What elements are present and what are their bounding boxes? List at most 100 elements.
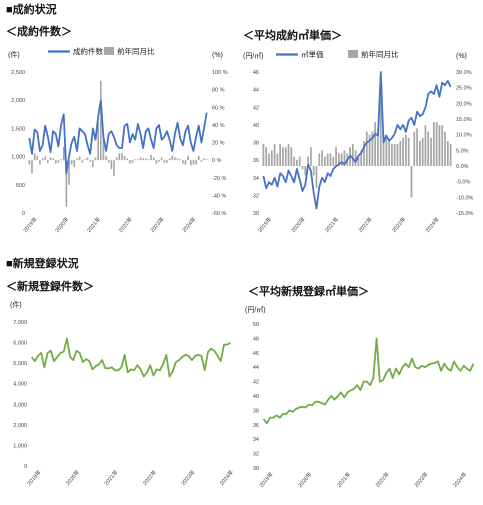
y-left-tick-label: 2,000	[13, 423, 27, 429]
bar-yoy	[76, 158, 78, 161]
section-title-new-listings: ■新規登録状況	[6, 256, 79, 270]
y-left-tick-label: 36	[253, 423, 259, 429]
y-right-tick-label: -60 %	[212, 211, 226, 217]
bar-yoy	[187, 155, 189, 161]
chart-c1: ＜成約件数＞ (件) (%) 成約件数 前年同月比 0 500 1,000 1,500 2,000…	[6, 24, 228, 234]
y-right-tick-label: -5.0%	[456, 180, 470, 186]
bar-yoy	[382, 134, 385, 166]
y-left-tick-label: 48	[253, 336, 259, 342]
bar-yoy	[402, 137, 404, 166]
bar-yoy	[89, 160, 92, 162]
bar-yoy	[86, 157, 89, 161]
bar-yoy	[166, 160, 168, 163]
bar-yoy	[184, 160, 187, 165]
bar-yoy	[290, 147, 293, 166]
bar-yoy	[176, 158, 179, 161]
bar-yoy	[279, 144, 282, 166]
bar-yoy	[435, 122, 438, 166]
x-tick-label: 2023年	[148, 215, 166, 234]
y-right-tick-label: 30.0%	[456, 70, 472, 76]
y-left-tick-label: 36	[253, 158, 259, 164]
bar-yoy	[54, 160, 57, 164]
bar-yoy	[393, 144, 396, 166]
y-left-tick-label: 500	[16, 183, 25, 189]
bar-yoy	[179, 159, 182, 161]
x-tick-label: 2021年	[335, 470, 353, 489]
charts-group: ＜成約件数＞(件) (%)成約件数 前年同月比05001,0001,5002,000…	[6, 24, 475, 489]
y-right-tick-label: 5.0%	[456, 148, 469, 154]
legend-bar-swatch	[104, 47, 114, 55]
bar-yoy	[84, 159, 86, 161]
y-left-tick-label: 44	[253, 365, 259, 371]
bar-yoy	[441, 125, 444, 166]
bar-yoy	[391, 144, 393, 166]
y-left-tick-label: 30	[253, 211, 259, 217]
bar-yoy	[270, 150, 273, 166]
bar-yoy	[343, 150, 346, 166]
bar-yoy	[265, 147, 268, 166]
bar-yoy	[315, 166, 318, 188]
bar-yoy	[174, 157, 176, 161]
x-tick-label: 2019年	[257, 470, 275, 489]
bar-yoy	[329, 153, 332, 166]
bar-yoy	[444, 131, 446, 166]
bar-yoy	[44, 156, 47, 161]
chart-title: ＜新規登録件数＞	[6, 279, 94, 293]
y-right-tick-label: 25.0%	[456, 86, 472, 92]
bar-yoy	[155, 160, 158, 164]
bar-yoy	[399, 140, 402, 166]
bar-yoy	[430, 137, 432, 166]
bar-yoy	[139, 157, 142, 161]
x-tick-label: 2023年	[412, 470, 430, 489]
bar-yoy	[160, 157, 163, 161]
y-right-tick-label: 20 %	[212, 141, 225, 147]
x-tick-label: 2019年	[21, 215, 39, 234]
bar-yoy	[113, 160, 115, 176]
y-left-tick-label: 6,000	[13, 341, 27, 347]
y-right-tick-label: 0.0%	[456, 164, 469, 170]
x-tick-label: 2022年	[373, 470, 391, 489]
bar-yoy	[129, 160, 131, 164]
y-right-tick-label: 60 %	[212, 105, 225, 111]
bar-yoy	[335, 147, 337, 166]
bar-yoy	[332, 156, 335, 166]
y-left-tick-label: 46	[253, 351, 259, 357]
bar-yoy	[137, 159, 139, 161]
y-right-tick-label: -10.0%	[456, 195, 474, 201]
bar-yoy	[296, 159, 298, 166]
bar-yoy	[282, 147, 284, 166]
bar-yoy	[110, 160, 113, 169]
bar-yoy	[192, 160, 195, 165]
bar-yoy	[134, 159, 137, 161]
y-right-tick-label: -40 %	[212, 193, 226, 199]
bar-yoy	[368, 134, 371, 166]
bar-yoy	[200, 160, 203, 162]
bar-yoy	[407, 137, 410, 166]
x-tick-label: 2021年	[102, 468, 120, 487]
x-tick-label: 2024年	[423, 215, 441, 234]
y-left-tick-label: 1,000	[11, 155, 25, 161]
bar-yoy	[65, 160, 68, 207]
bar-yoy	[438, 125, 441, 166]
bar-yoy	[92, 160, 94, 168]
y-left-tick-label: 38	[253, 408, 259, 414]
y-right-tick-label: 20.0%	[456, 101, 472, 107]
legend-bar-label: 前年同月比	[361, 49, 399, 59]
y-left-tick-label: 44	[253, 88, 259, 94]
bar-yoy	[203, 158, 205, 161]
y-right-tick-label: 40 %	[212, 123, 225, 129]
bar-yoy	[131, 160, 134, 163]
x-tick-label: 2020年	[64, 468, 82, 487]
bar-yoy	[310, 147, 312, 166]
x-tick-label: 2022年	[117, 215, 135, 234]
bar-yoy	[427, 131, 430, 166]
y-left-tick-label: 42	[253, 380, 259, 386]
bar-yoy	[357, 156, 360, 166]
bar-yoy	[39, 160, 41, 165]
bar-yoy	[99, 80, 102, 161]
y-left-tick-label: 50	[253, 322, 259, 328]
y-left-tick-label: 1,000	[13, 443, 27, 449]
chart-c3: ＜新規登録件数＞ (件) 0 1,000 2,000 3,000 4,000 5,000 6,0…	[6, 279, 235, 487]
y-left-tick-label: 40	[253, 394, 259, 400]
bar-yoy	[301, 166, 304, 170]
